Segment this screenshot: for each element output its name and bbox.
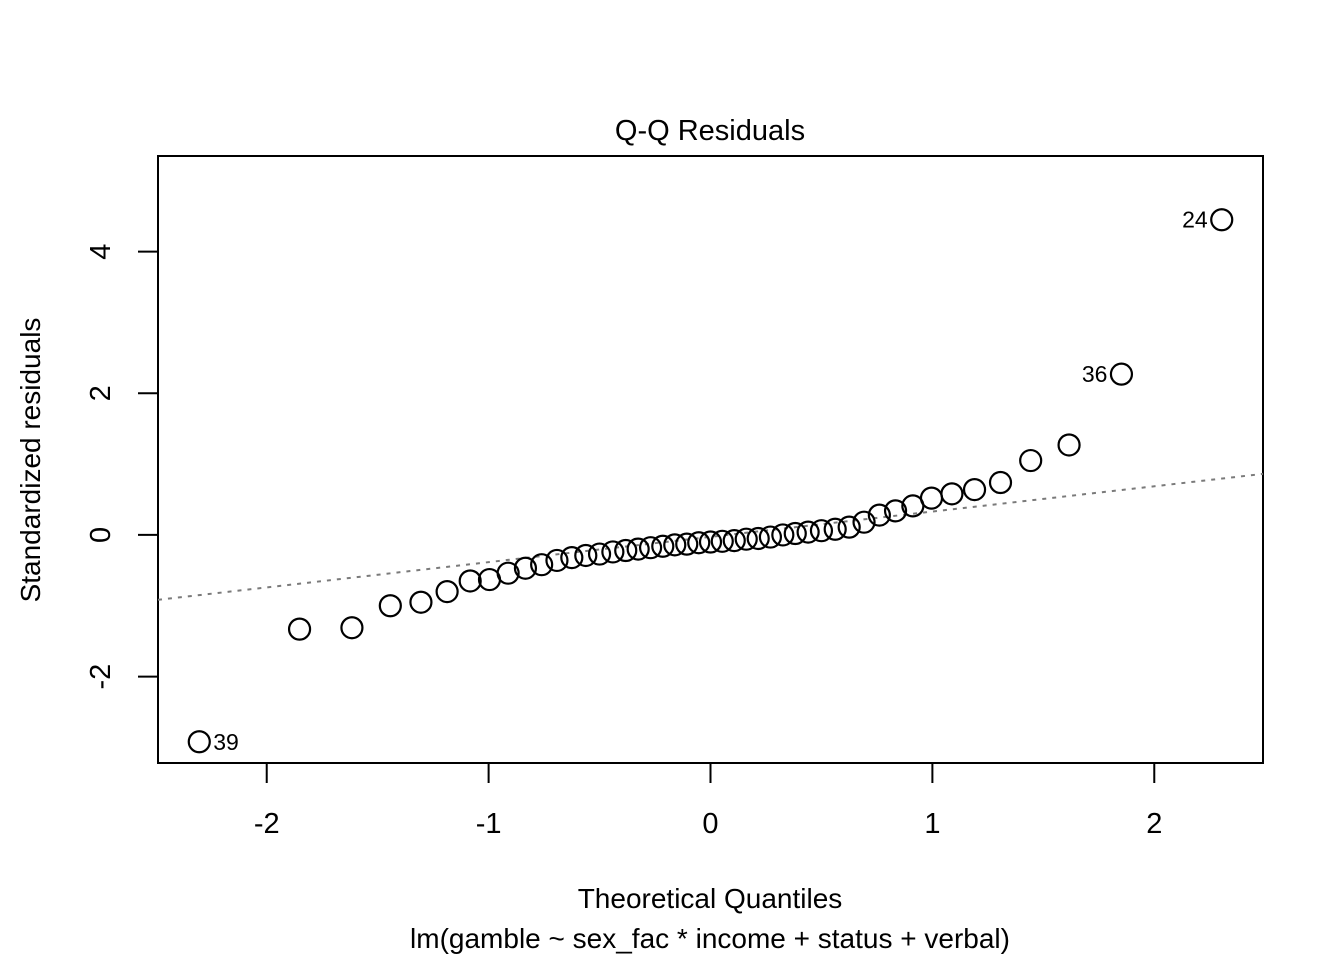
x-tick-label: -1 xyxy=(476,808,502,840)
outlier-point-label: 39 xyxy=(213,729,239,755)
data-point xyxy=(852,510,876,534)
data-point xyxy=(823,517,847,541)
data-point xyxy=(614,538,638,563)
data-point xyxy=(340,616,364,640)
data-point xyxy=(651,534,675,558)
x-axis-label: Theoretical Quantiles xyxy=(578,883,843,914)
model-caption: lm(gamble ~ sex_fac * income + status + … xyxy=(410,923,1010,954)
x-tick-label: 2 xyxy=(1146,808,1162,840)
x-tick-label: 0 xyxy=(702,808,718,840)
data-point xyxy=(771,523,795,547)
data-point xyxy=(626,537,650,561)
data-point xyxy=(883,499,908,523)
data-point xyxy=(409,590,433,614)
data-point xyxy=(513,556,538,580)
data-point xyxy=(601,540,625,564)
data-point xyxy=(919,486,944,510)
data-point xyxy=(722,528,746,553)
data-point xyxy=(758,525,783,549)
data-point xyxy=(287,617,312,641)
data-point xyxy=(560,545,584,570)
data-point xyxy=(638,536,663,560)
data-point xyxy=(796,520,820,544)
y-axis-label: Standardized residuals xyxy=(15,318,46,603)
y-tick-label: -2 xyxy=(85,664,117,690)
data-point xyxy=(962,478,987,502)
data-point xyxy=(687,531,711,555)
data-point xyxy=(675,532,699,556)
data-point xyxy=(1109,362,1134,386)
plot-box xyxy=(157,155,1264,764)
data-point xyxy=(435,579,459,604)
data-point xyxy=(734,527,758,551)
data-point xyxy=(187,730,211,754)
data-point xyxy=(496,561,520,585)
data-point xyxy=(746,526,770,551)
y-tick-label: 0 xyxy=(85,527,117,543)
outlier-point-label: 24 xyxy=(1182,207,1208,233)
data-point xyxy=(809,519,834,543)
data-point xyxy=(574,543,598,568)
outlier-point-label: 36 xyxy=(1082,361,1108,387)
data-point xyxy=(1210,208,1234,232)
data-point xyxy=(587,542,612,566)
x-tick-label: 1 xyxy=(924,808,940,840)
data-point xyxy=(1019,448,1043,473)
data-point xyxy=(663,533,687,557)
data-point xyxy=(530,553,554,577)
data-point xyxy=(698,530,723,554)
chart-title: Q-Q Residuals xyxy=(615,115,805,147)
reference-line xyxy=(157,472,1264,601)
data-point xyxy=(837,515,861,539)
data-point xyxy=(1057,433,1081,457)
y-tick-label: 4 xyxy=(85,244,117,260)
x-tick-label: -2 xyxy=(254,808,280,840)
data-point xyxy=(710,529,734,553)
y-tick-label: 2 xyxy=(85,385,117,401)
data-point xyxy=(378,594,402,618)
data-point xyxy=(940,482,964,506)
data-point xyxy=(867,503,891,527)
data-point xyxy=(988,470,1013,495)
data-point xyxy=(458,569,482,593)
data-point xyxy=(783,521,807,546)
data-point xyxy=(545,548,569,573)
